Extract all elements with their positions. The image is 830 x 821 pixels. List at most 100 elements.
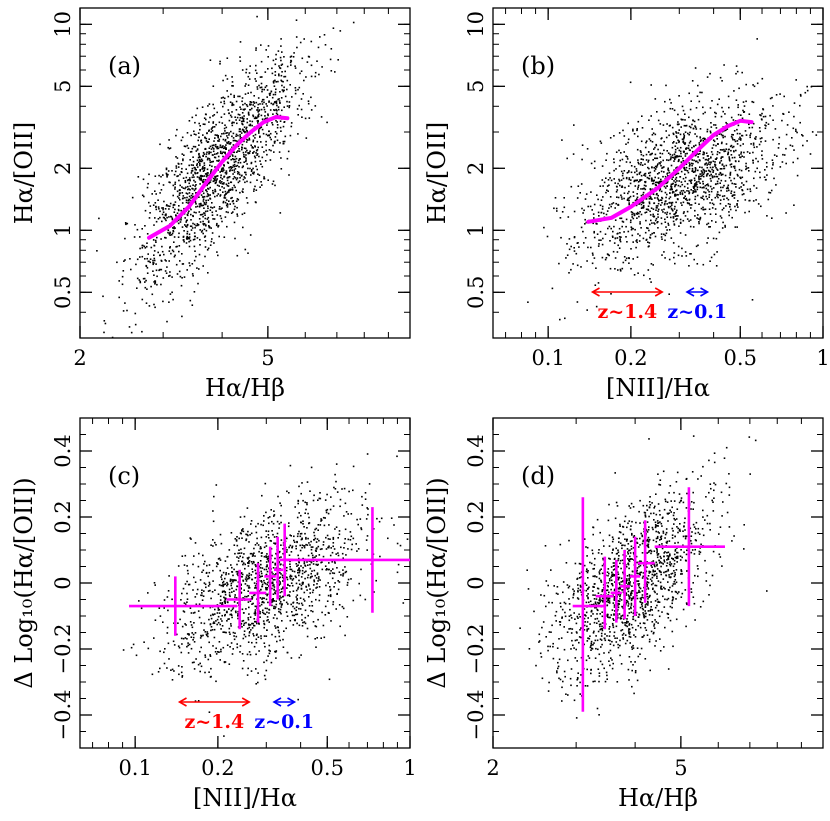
scatter-point	[239, 161, 242, 164]
scatter-point	[272, 533, 274, 536]
scatter-point	[187, 147, 190, 149]
scatter-point	[210, 169, 213, 171]
scatter-point	[684, 251, 687, 253]
scatter-point	[160, 268, 163, 271]
scatter-point	[207, 182, 210, 185]
scatter-point	[685, 148, 687, 150]
scatter-point	[253, 102, 256, 104]
scatter-point	[793, 102, 796, 104]
scatter-point	[627, 185, 630, 187]
scatter-point	[283, 56, 285, 58]
scatter-point	[628, 257, 630, 259]
scatter-point	[733, 194, 736, 196]
scatter-point	[171, 679, 174, 681]
scatter-point	[667, 159, 670, 162]
scatter-point	[773, 154, 776, 156]
scatter-point	[251, 169, 253, 171]
scatter-point	[274, 63, 277, 66]
scatter-point	[254, 564, 257, 566]
scatter-point	[620, 152, 622, 154]
scatter-point	[239, 645, 242, 647]
scatter-point	[181, 253, 183, 255]
scatter-point	[243, 156, 246, 158]
scatter-point	[682, 177, 685, 180]
scatter-point	[163, 216, 165, 219]
scatter-point	[254, 569, 257, 572]
scatter-point	[739, 139, 742, 141]
scatter-point	[201, 106, 204, 108]
scatter-point	[253, 634, 255, 637]
scatter-point	[672, 220, 675, 223]
scatter-point	[627, 192, 629, 195]
scatter-point	[253, 95, 255, 97]
scatter-point	[236, 573, 239, 575]
scatter-point	[686, 202, 689, 204]
scatter-point	[188, 177, 191, 179]
scatter-point	[272, 593, 275, 595]
scatter-point	[756, 82, 759, 85]
scatter-point	[662, 159, 664, 162]
scatter-point	[738, 138, 740, 140]
scatter-point	[301, 582, 304, 584]
scatter-point	[662, 175, 664, 178]
scatter-point	[208, 641, 210, 644]
scatter-point	[214, 608, 216, 611]
scatter-point	[236, 206, 238, 209]
scatter-point	[670, 183, 673, 186]
scatter-point	[304, 622, 307, 625]
scatter-point	[228, 618, 230, 620]
scatter-point	[252, 140, 254, 143]
scatter-point	[248, 137, 251, 140]
scatter-point	[148, 201, 150, 204]
scatter-point	[231, 124, 234, 127]
scatter-point	[278, 561, 281, 563]
scatter-points	[527, 38, 818, 321]
scatter-point	[567, 216, 570, 218]
scatter-point	[243, 553, 245, 555]
scatter-point	[246, 149, 248, 152]
scatter-point	[715, 112, 717, 115]
scatter-point	[650, 207, 653, 209]
scatter-point	[222, 646, 225, 649]
scatter-point	[242, 619, 245, 622]
scatter-point	[668, 197, 671, 200]
scatter-point	[187, 583, 190, 586]
scatter-point	[626, 199, 629, 201]
scatter-point	[566, 243, 568, 245]
scatter-point	[654, 146, 656, 149]
scatter-point	[329, 572, 331, 575]
scatter-point	[210, 206, 212, 209]
scatter-point	[741, 176, 744, 179]
scatter-point	[741, 134, 743, 137]
scatter-point	[154, 175, 157, 177]
scatter-point	[722, 110, 724, 113]
scatter-point	[252, 622, 254, 625]
scatter-point	[639, 234, 641, 237]
scatter-point	[210, 151, 212, 154]
scatter-point	[561, 211, 564, 213]
scatter-point	[712, 169, 715, 172]
scatter-point	[163, 651, 165, 654]
scatter-point	[716, 157, 718, 159]
scatter-point	[612, 236, 614, 238]
scatter-point	[278, 577, 281, 579]
scatter-point	[197, 224, 200, 226]
scatter-point	[291, 614, 294, 617]
scatter-point	[617, 232, 619, 235]
scatter-point	[368, 483, 371, 485]
scatter-point	[235, 597, 238, 599]
scatter-point	[699, 217, 702, 220]
scatter-point	[209, 186, 211, 189]
scatter-point	[297, 502, 299, 505]
scatter-point	[191, 170, 194, 172]
scatter-point	[689, 164, 691, 166]
scatter-point	[163, 662, 166, 665]
scatter-point	[222, 191, 224, 193]
scatter-point	[749, 152, 751, 154]
scatter-point	[707, 183, 709, 185]
scatter-point	[679, 185, 682, 188]
scatter-point	[329, 589, 332, 592]
scatter-point	[268, 560, 270, 563]
scatter-point	[204, 246, 207, 248]
scatter-point	[257, 672, 259, 674]
